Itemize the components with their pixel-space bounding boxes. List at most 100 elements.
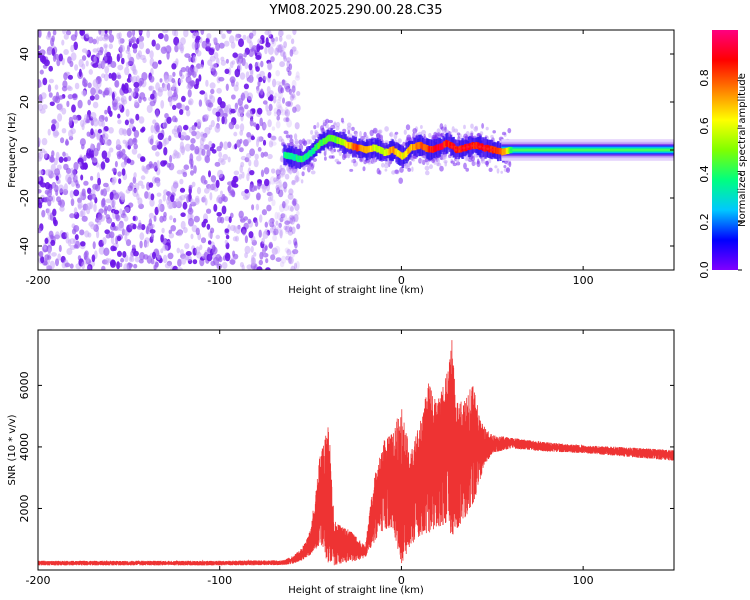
halo-dot — [470, 132, 474, 137]
noise-dot — [286, 249, 292, 256]
halo-dot — [325, 118, 330, 124]
noise-dot — [237, 61, 241, 70]
noise-dot — [133, 129, 140, 138]
noise-dot — [160, 234, 164, 243]
noise-dot — [117, 64, 124, 71]
noise-dot — [230, 41, 236, 49]
halo-dot — [298, 139, 303, 145]
noise-dot — [79, 30, 86, 36]
noise-dot — [131, 91, 136, 98]
noise-dot — [38, 45, 42, 51]
noise-dot — [131, 244, 136, 249]
noise-dot — [68, 116, 73, 123]
halo-dot — [310, 163, 315, 170]
noise-dot — [279, 184, 286, 192]
noise-dot — [294, 203, 300, 212]
x-tick-label: -200 — [26, 274, 51, 287]
noise-dot — [69, 60, 74, 68]
halo-dot — [331, 155, 335, 159]
noise-dot — [147, 191, 152, 200]
noise-dot — [261, 237, 266, 244]
noise-dot — [257, 147, 262, 152]
noise-dot — [293, 213, 299, 223]
noise-dot — [188, 55, 192, 63]
noise-dot — [111, 176, 117, 184]
noise-dot — [286, 119, 292, 128]
noise-dot — [176, 267, 183, 270]
noise-dot — [204, 92, 208, 101]
noise-dot — [256, 266, 263, 270]
spectrogram-x-ticks: -200 -100 0 100 — [26, 30, 594, 287]
noise-dot — [212, 70, 218, 77]
noise-dot — [88, 221, 94, 227]
halo-dot — [283, 130, 289, 135]
noise-dot — [148, 85, 153, 91]
noise-dot — [66, 85, 72, 90]
noise-dot — [180, 212, 186, 217]
noise-dot — [109, 110, 113, 117]
noise-dot — [196, 155, 202, 162]
noise-dot — [66, 248, 73, 255]
noise-dot — [148, 182, 154, 188]
noise-dot — [204, 187, 210, 194]
noise-dot — [58, 244, 62, 253]
noise-dot — [169, 154, 173, 163]
noise-dot — [107, 204, 112, 212]
halo-dot — [337, 149, 340, 153]
halo-dot — [439, 165, 444, 172]
noise-dot — [173, 217, 177, 223]
halo-dot — [503, 165, 507, 169]
noise-dot — [112, 246, 117, 251]
noise-dot — [66, 100, 70, 108]
noise-dot — [105, 257, 110, 266]
noise-dot — [55, 189, 59, 196]
noise-dot — [271, 199, 276, 207]
noise-dot — [162, 254, 168, 264]
noise-dot — [267, 62, 272, 70]
noise-dot — [87, 99, 91, 106]
noise-dot — [184, 143, 191, 152]
halo-dot — [485, 126, 489, 131]
noise-dot — [206, 253, 213, 262]
noise-dot — [175, 102, 181, 109]
noise-dot — [264, 46, 268, 55]
halo-dot — [476, 158, 480, 165]
noise-dot — [293, 262, 298, 270]
noise-dot — [98, 246, 105, 255]
noise-dot — [257, 181, 261, 190]
noise-dot — [227, 141, 232, 149]
noise-dot — [242, 195, 249, 201]
noise-dot — [239, 130, 244, 136]
noise-dot — [69, 263, 74, 269]
noise-dot — [111, 72, 117, 81]
noise-dot — [195, 246, 201, 256]
noise-dot — [203, 218, 208, 224]
noise-dot — [108, 34, 115, 43]
noise-dot — [117, 250, 122, 257]
halo-dot — [442, 154, 447, 160]
noise-dot — [279, 203, 285, 213]
noise-dot — [272, 95, 277, 104]
noise-dot — [265, 37, 269, 45]
halo-dot — [301, 138, 306, 145]
noise-dot — [217, 157, 224, 163]
noise-dot — [38, 251, 44, 258]
noise-dot — [81, 90, 88, 96]
noise-dot — [70, 198, 75, 207]
noise-dot — [213, 203, 218, 212]
noise-dot — [282, 97, 285, 104]
noise-dot — [231, 189, 235, 198]
spectrogram-y-label: Frequency (Hz) — [7, 112, 18, 188]
noise-dot — [138, 41, 145, 50]
noise-dot — [98, 36, 104, 42]
noise-dot — [260, 60, 264, 68]
noise-dot — [284, 83, 291, 90]
noise-dot — [87, 82, 92, 89]
halo-dot — [455, 158, 460, 163]
noise-dot — [279, 61, 285, 68]
halo-dot — [363, 131, 367, 138]
noise-dot — [262, 139, 267, 146]
noise-dot — [104, 116, 108, 122]
noise-dot — [224, 228, 230, 233]
noise-dot — [97, 50, 103, 56]
